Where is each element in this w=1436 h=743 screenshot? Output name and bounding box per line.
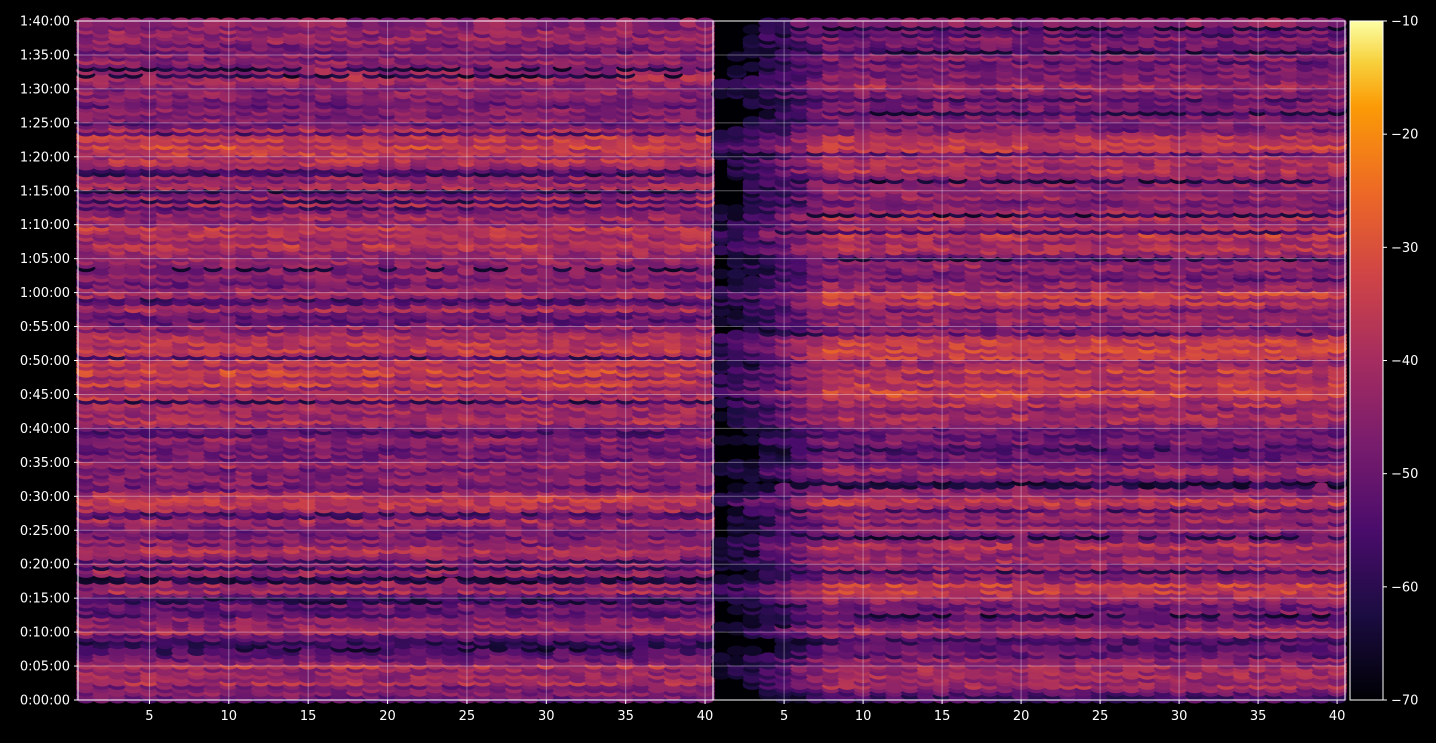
heatmap-cells xyxy=(76,17,1347,704)
